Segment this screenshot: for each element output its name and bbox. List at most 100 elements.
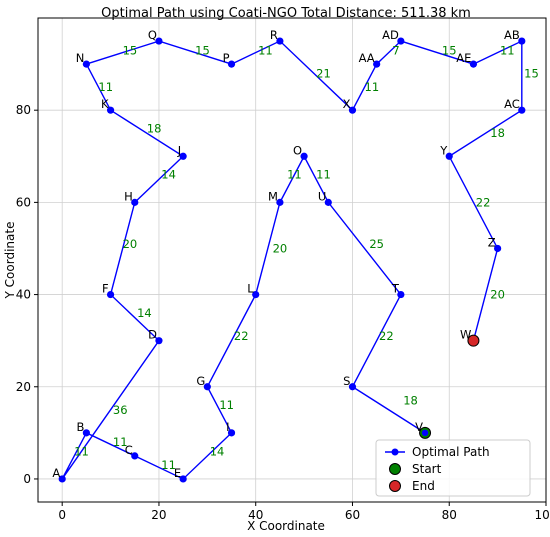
y-tick-label: 0 [23,472,31,486]
path-point-b [82,429,90,437]
y-axis-label: Y Coordinate [3,222,17,300]
path-point-e [179,475,187,483]
node-label-k: K [101,97,109,111]
distance-label: 11 [365,80,380,94]
path-point-u [324,198,332,206]
node-label-a: A [52,466,60,480]
path-point-ac [518,106,526,114]
path-point-t [397,290,405,299]
legend-end-marker [389,480,401,492]
path-point-m [276,198,284,206]
distance-label: 11 [316,168,331,182]
path-point-z [494,244,502,253]
node-label-w: W [460,328,471,342]
distance-label: 14 [210,444,225,458]
node-label-z: Z [488,235,496,249]
distance-label: 18 [490,126,505,140]
node-label-n: N [76,51,85,65]
distance-label: 11 [500,43,515,57]
legend-start-marker [389,463,401,475]
distance-label: 11 [287,168,302,182]
distance-label: 22 [379,329,394,343]
node-label-l: L [247,282,254,296]
plot-area-frame [37,17,547,503]
path-point-p [227,60,236,68]
distance-label: 11 [98,80,113,94]
distance-label: 21 [316,66,331,80]
node-label-ae: AE [456,51,471,65]
distance-label: 18 [403,394,418,408]
node-label-u: U [318,189,326,203]
path-point-s [348,383,357,391]
node-label-r: R [270,28,278,42]
legend-path-label: Optimal Path [412,445,490,459]
y-axis-ticks: 0 20 40 60 80 [16,103,38,486]
legend-item-end: End [389,479,435,493]
node-label-b: B [76,420,84,434]
y-tick-label: 40 [16,288,31,302]
path-point-ae [469,60,478,68]
legend-start-label: Start [412,462,442,476]
path-point-r [276,37,284,45]
node-label-g: G [196,374,205,388]
path-point-c [131,452,139,460]
y-tick-label: 20 [16,380,31,394]
distance-label: 20 [273,241,288,255]
path-point-n [82,60,90,68]
distance-label: 15 [123,43,138,57]
x-tick-label: 40 [248,508,263,522]
path-point-l [252,290,260,299]
distance-label: 11 [219,398,234,412]
y-tick-label: 60 [16,195,31,209]
distance-label: 15 [524,66,539,80]
node-label-j: J [177,143,181,157]
x-tick-label: 80 [442,508,457,522]
node-label-q: Q [148,28,157,42]
node-label-t: T [391,282,400,296]
grid [38,18,547,502]
legend-box [375,439,531,497]
x-tick-label: 20 [151,508,166,522]
distance-label: 14 [137,306,152,320]
node-label-f: F [102,282,109,296]
distance-label: 22 [234,329,249,343]
node-label-y: Y [439,143,448,157]
distance-label: 25 [369,237,384,251]
chart-title: Optimal Path using Coati-NGO Total Dista… [101,6,471,21]
distance-label: 15 [195,43,210,57]
path-line [61,39,523,480]
legend-path-marker [391,448,399,456]
legend-item-start: Start [389,462,442,476]
x-axis-ticks: 0 20 40 60 80 100 [58,502,550,522]
distance-label: 11 [161,458,176,472]
x-axis-label: X Coordinate [247,519,325,533]
node-label-s: S [343,374,350,388]
path-point-x [348,106,357,114]
distance-labels: 18 22 25 11 11 20 22 11 14 11 11 11 36 14 20 14 18 11 15 15… [74,43,539,472]
distance-label: 18 [147,122,162,136]
node-label-x: X [343,97,351,111]
node-label-ab: AB [504,28,520,42]
node-label-e: E [174,466,181,480]
distance-label: 36 [113,403,128,417]
node-label-c: C [125,443,133,457]
y-tick-label: 80 [16,103,31,117]
distance-label: 20 [123,237,138,251]
path-point-h [131,198,139,206]
x-tick-label: 60 [345,508,360,522]
node-label-aa: AA [359,51,375,65]
legend-item-path: Optimal Path [385,445,490,459]
path-point-k [106,106,115,114]
distance-label: 14 [161,168,176,182]
distance-label: 20 [490,288,505,302]
end-marker [467,334,480,347]
node-label-h: H [124,189,133,203]
distance-label: 22 [476,195,491,209]
path-point-g [203,383,211,391]
legend: Optimal Path Start End [375,439,531,497]
path-point-q [155,37,163,45]
node-label-o: O [293,143,302,157]
node-label-p: P [223,51,230,65]
